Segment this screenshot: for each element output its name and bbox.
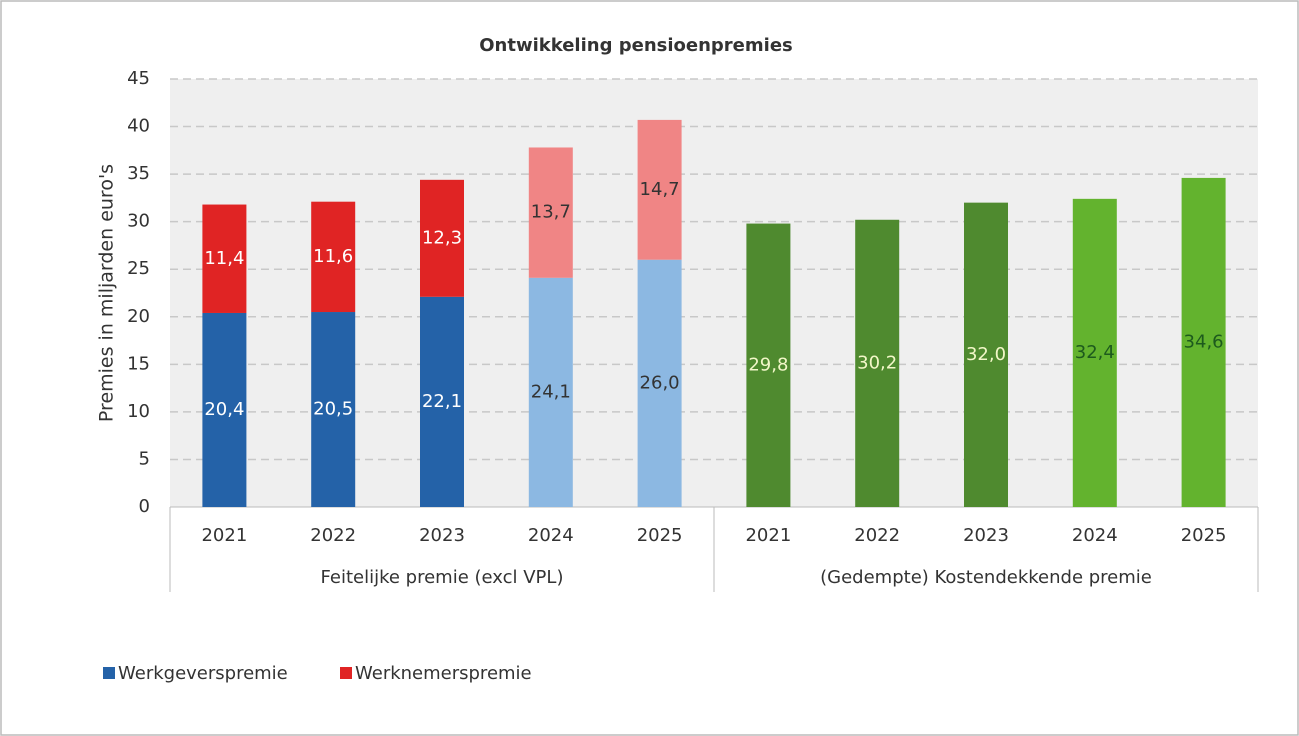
- bar-segment: [202, 312, 247, 507]
- value-label: 20,5: [313, 399, 353, 420]
- value-label: 32,4: [1075, 342, 1115, 363]
- value-label: 30,2: [857, 352, 897, 373]
- x-tick-label: 2023: [419, 525, 465, 546]
- bar-segment: [311, 201, 356, 313]
- x-tick-label: 2022: [854, 525, 900, 546]
- legend-swatch: [340, 667, 352, 679]
- bar-segment: [746, 223, 791, 507]
- chart-title: Ontwikkeling pensioenpremies: [479, 35, 793, 56]
- y-tick-label: 30: [127, 211, 150, 232]
- bar-segment: [1072, 198, 1117, 507]
- bar-segment: [1181, 177, 1226, 507]
- value-label: 24,1: [531, 381, 571, 402]
- value-label: 20,4: [204, 399, 244, 420]
- legend-label: Werknemerspremie: [355, 663, 532, 684]
- x-tick-label: 2025: [1181, 525, 1227, 546]
- value-label: 13,7: [531, 202, 571, 223]
- x-tick-label: 2021: [745, 525, 791, 546]
- value-label: 11,6: [313, 246, 353, 267]
- bar-segment: [637, 119, 682, 260]
- value-label: 11,4: [204, 248, 244, 269]
- value-label: 22,1: [422, 391, 462, 412]
- x-tick-label: 2021: [201, 525, 247, 546]
- x-tick-label: 2024: [1072, 525, 1118, 546]
- legend-swatch: [103, 667, 115, 679]
- bar-segment: [528, 277, 573, 507]
- group-label: Feitelijke premie (excl VPL): [321, 567, 564, 588]
- x-tick-label: 2022: [310, 525, 356, 546]
- value-label: 32,0: [966, 344, 1006, 365]
- bar-segment: [637, 259, 682, 507]
- x-tick-label: 2024: [528, 525, 574, 546]
- legend-label: Werkgeverspremie: [118, 663, 288, 684]
- y-tick-label: 10: [127, 401, 150, 422]
- y-axis-label: Premies in miljarden euro's: [96, 164, 118, 422]
- y-tick-label: 40: [127, 116, 150, 137]
- value-label: 14,7: [640, 179, 680, 200]
- y-tick-label: 15: [127, 353, 150, 374]
- bar-segment: [855, 219, 900, 507]
- x-tick-label: 2025: [637, 525, 683, 546]
- value-label: 29,8: [748, 354, 788, 375]
- y-tick-label: 5: [139, 448, 150, 469]
- bar-segment: [420, 296, 464, 507]
- y-tick-label: 45: [127, 68, 150, 89]
- group-label: (Gedempte) Kostendekkende premie: [820, 567, 1152, 588]
- y-tick-label: 25: [127, 258, 150, 279]
- bar-segment: [420, 179, 464, 297]
- bar-segment: [964, 202, 1008, 507]
- bar-segment: [202, 204, 247, 313]
- bar-segment: [311, 312, 356, 507]
- y-tick-label: 0: [139, 496, 150, 517]
- y-tick-label: 20: [127, 306, 150, 327]
- value-label: 26,0: [640, 372, 680, 393]
- value-label: 12,3: [422, 227, 462, 248]
- value-label: 34,6: [1184, 331, 1224, 352]
- x-tick-label: 2023: [963, 525, 1009, 546]
- bar-segment: [528, 147, 573, 278]
- y-tick-label: 35: [127, 163, 150, 184]
